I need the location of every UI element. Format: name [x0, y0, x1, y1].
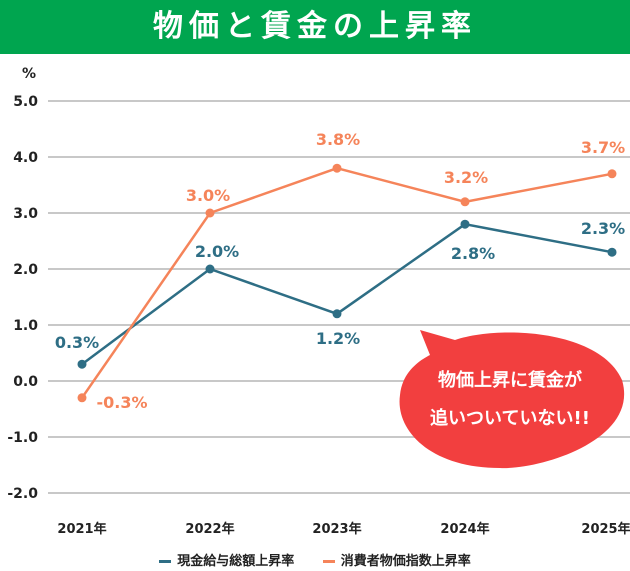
- callout-bubble: [399, 330, 625, 469]
- y-tick-label: -1.0: [7, 430, 38, 446]
- y-tick-label: 0.0: [13, 374, 38, 390]
- data-label: 3.7%: [581, 138, 625, 157]
- callout-line-1: 物価上昇に賃金が: [438, 370, 582, 391]
- data-point: [607, 247, 617, 257]
- data-label: 1.2%: [316, 329, 360, 348]
- y-tick-label: 5.0: [13, 94, 38, 110]
- data-label: 0.3%: [55, 333, 99, 352]
- page-title: 物価と賃金の上昇率: [0, 0, 630, 54]
- y-tick-label: 3.0: [13, 206, 38, 222]
- legend-label: 現金給与総額上昇率: [177, 554, 295, 569]
- legend-item-cpi: 消費者物価指数上昇率: [322, 550, 471, 569]
- data-label: -0.3%: [96, 393, 147, 412]
- x-tick-label: 2022年: [185, 521, 234, 537]
- legend-label: 消費者物価指数上昇率: [340, 554, 471, 569]
- callout-line-2: 追いついていない!!: [430, 408, 590, 429]
- data-point: [205, 208, 215, 218]
- data-label: 3.0%: [186, 186, 230, 205]
- legend-swatch: [159, 560, 172, 563]
- data-point: [332, 309, 342, 319]
- data-label: 3.8%: [316, 130, 360, 149]
- data-point: [607, 169, 617, 179]
- callout-text: 物価上昇に賃金が 追いついていない!!: [400, 362, 620, 438]
- data-label: 3.2%: [444, 168, 488, 187]
- data-label: 2.3%: [581, 219, 625, 238]
- data-point: [460, 219, 470, 229]
- y-axis-unit: %: [22, 66, 36, 82]
- y-tick-label: 4.0: [13, 150, 38, 166]
- data-point: [77, 359, 87, 369]
- data-point: [332, 163, 342, 173]
- x-tick-label: 2024年: [440, 521, 489, 537]
- x-tick-label: 2023年: [312, 521, 361, 537]
- x-tick-label: 2025年: [581, 521, 630, 537]
- y-tick-label: -2.0: [7, 486, 38, 502]
- legend-item-wages: 現金給与総額上昇率: [159, 550, 294, 569]
- data-label: 2.0%: [195, 242, 239, 261]
- y-tick-label: 1.0: [13, 318, 38, 334]
- legend: 現金給与総額上昇率 消費者物価指数上昇率: [0, 550, 630, 569]
- data-point: [205, 264, 215, 274]
- data-point: [460, 197, 470, 207]
- x-tick-label: 2021年: [57, 521, 106, 537]
- data-point: [77, 393, 87, 403]
- y-tick-label: 2.0: [13, 262, 38, 278]
- data-label: 2.8%: [451, 244, 495, 263]
- legend-swatch: [322, 560, 335, 563]
